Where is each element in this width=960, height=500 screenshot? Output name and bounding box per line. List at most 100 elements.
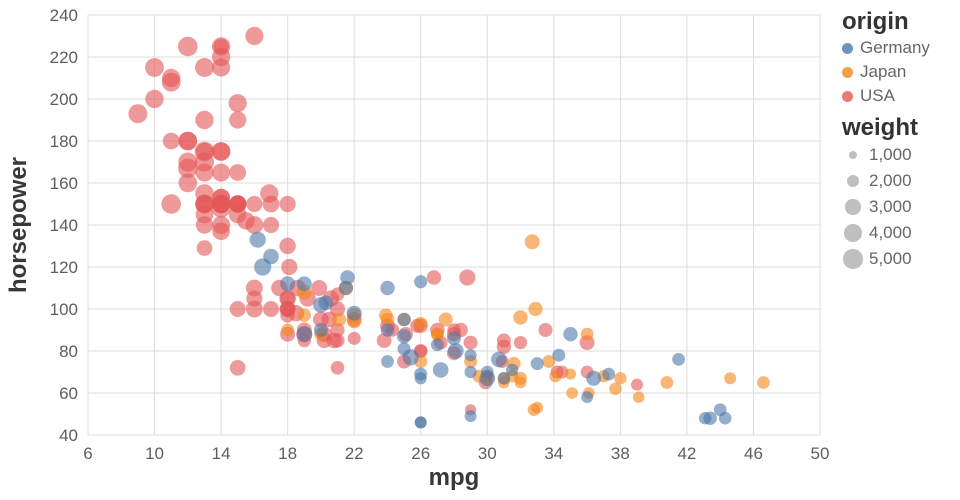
data-point: [211, 142, 231, 161]
data-point: [330, 361, 345, 375]
data-point: [566, 387, 578, 399]
data-point: [563, 327, 578, 342]
weight-2000-swatch: [846, 174, 860, 188]
data-point: [195, 195, 214, 213]
data-point: [381, 355, 394, 368]
data-point: [245, 216, 264, 234]
data-point: [229, 360, 246, 376]
data-point: [313, 323, 328, 337]
y-tick-label: 160: [50, 174, 78, 193]
y-tick-label: 220: [50, 48, 78, 67]
data-point: [703, 411, 717, 425]
data-point: [414, 275, 428, 289]
legend-item-usa: USA: [842, 84, 958, 108]
data-point: [506, 363, 519, 377]
data-point: [672, 353, 685, 366]
data-point: [430, 338, 444, 352]
data-point: [212, 163, 231, 182]
data-point: [254, 258, 272, 276]
data-point: [229, 195, 246, 213]
x-tick-label: 50: [811, 444, 830, 463]
x-tick-label: 30: [478, 444, 497, 463]
data-point: [145, 58, 164, 77]
data-point: [586, 370, 602, 386]
data-point: [538, 323, 553, 337]
weight-swatch-box: [842, 199, 864, 215]
legend-item-weight-2000: 2,000: [842, 168, 958, 194]
legend-item-weight-5000: 5,000: [842, 246, 958, 272]
data-point: [245, 300, 263, 318]
data-point: [280, 276, 296, 292]
gridlines: [87, 14, 821, 436]
x-tick-label: 26: [411, 444, 430, 463]
data-point: [162, 132, 180, 150]
data-point: [178, 131, 198, 151]
data-point: [660, 376, 674, 389]
data-point: [530, 357, 544, 371]
data-point: [279, 195, 296, 213]
data-point: [297, 308, 311, 322]
data-point: [311, 280, 328, 296]
data-point: [161, 194, 181, 214]
japan-color-swatch: [842, 66, 853, 78]
data-point: [463, 335, 478, 350]
data-point: [552, 348, 566, 362]
data-point: [329, 301, 346, 317]
legend-label-weight-4000: 4,000: [869, 223, 912, 242]
weight-swatch-box: [842, 174, 864, 188]
data-point: [564, 368, 577, 380]
data-point: [380, 280, 395, 296]
legend-label-weight-1000: 1,000: [869, 145, 912, 164]
x-tick-label: 46: [744, 444, 763, 463]
data-point: [347, 331, 361, 345]
data-point: [724, 372, 737, 385]
data-point: [464, 365, 477, 379]
data-point: [397, 312, 411, 327]
data-point: [195, 110, 214, 130]
data-point: [128, 104, 148, 124]
data-point: [178, 36, 198, 57]
data-point: [212, 222, 230, 241]
data-point: [313, 297, 329, 313]
legend-item-japan: Japan: [842, 60, 958, 84]
weight-swatch-box: [842, 150, 864, 160]
data-point: [196, 240, 213, 256]
y-tick-label: 120: [50, 258, 78, 277]
legend: origin Germany Japan USA weight 1,000 2,…: [842, 8, 958, 272]
data-point: [414, 416, 427, 429]
data-point: [245, 26, 264, 46]
x-tick-label: 22: [345, 444, 364, 463]
x-tick-label: 6: [83, 444, 92, 463]
data-point: [178, 152, 198, 172]
data-point: [459, 269, 476, 286]
data-point: [614, 372, 627, 385]
x-tick-label: 18: [278, 444, 297, 463]
data-point: [549, 370, 562, 383]
usa-color-swatch: [842, 90, 853, 102]
data-point: [496, 339, 512, 354]
data-point: [609, 382, 622, 396]
data-point: [527, 403, 541, 416]
data-point: [262, 195, 280, 213]
legend-item-weight-1000: 1,000: [842, 142, 958, 168]
x-tick-label: 42: [677, 444, 696, 463]
data-point: [246, 195, 263, 213]
data-point: [581, 391, 593, 404]
data-point: [281, 258, 298, 276]
data-point: [432, 362, 449, 378]
data-point: [542, 355, 556, 368]
data-point: [195, 163, 214, 182]
data-point: [321, 311, 338, 328]
data-point: [296, 276, 312, 292]
legend-item-weight-3000: 3,000: [842, 194, 958, 220]
data-point: [330, 333, 345, 348]
y-tick-label: 100: [50, 300, 78, 319]
data-point: [246, 279, 263, 297]
data-point: [340, 270, 355, 285]
data-point: [514, 371, 527, 385]
y-tick-label: 80: [59, 342, 78, 361]
data-point: [464, 349, 477, 362]
x-tick-label: 38: [611, 444, 630, 463]
data-point: [431, 327, 444, 341]
